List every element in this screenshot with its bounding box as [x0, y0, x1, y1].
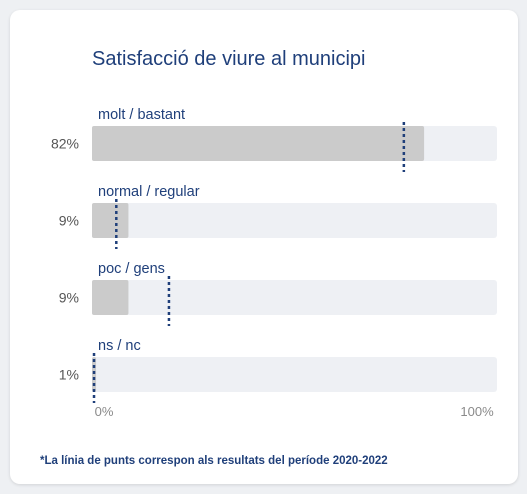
value-label: 9% [59, 213, 79, 229]
chart-card [10, 10, 518, 484]
category-label: poc / gens [98, 261, 165, 277]
bar [92, 280, 129, 315]
category-label: normal / regular [98, 184, 200, 200]
bar-track [92, 357, 497, 392]
x-tick-label: 0% [95, 404, 114, 419]
bar-track [92, 280, 497, 315]
footnote: *La línia de punts correspon als resulta… [40, 455, 388, 467]
value-label: 9% [59, 290, 79, 306]
value-label: 82% [51, 136, 79, 152]
x-tick-label: 100% [460, 404, 494, 419]
bar [92, 203, 129, 238]
category-label: ns / nc [98, 338, 141, 354]
value-label: 1% [59, 367, 79, 383]
bar-track [92, 203, 497, 238]
bar [92, 357, 97, 392]
bar [92, 126, 425, 161]
chart-title: Satisfacció de viure al municipi [92, 48, 366, 70]
category-label: molt / bastant [98, 107, 185, 123]
